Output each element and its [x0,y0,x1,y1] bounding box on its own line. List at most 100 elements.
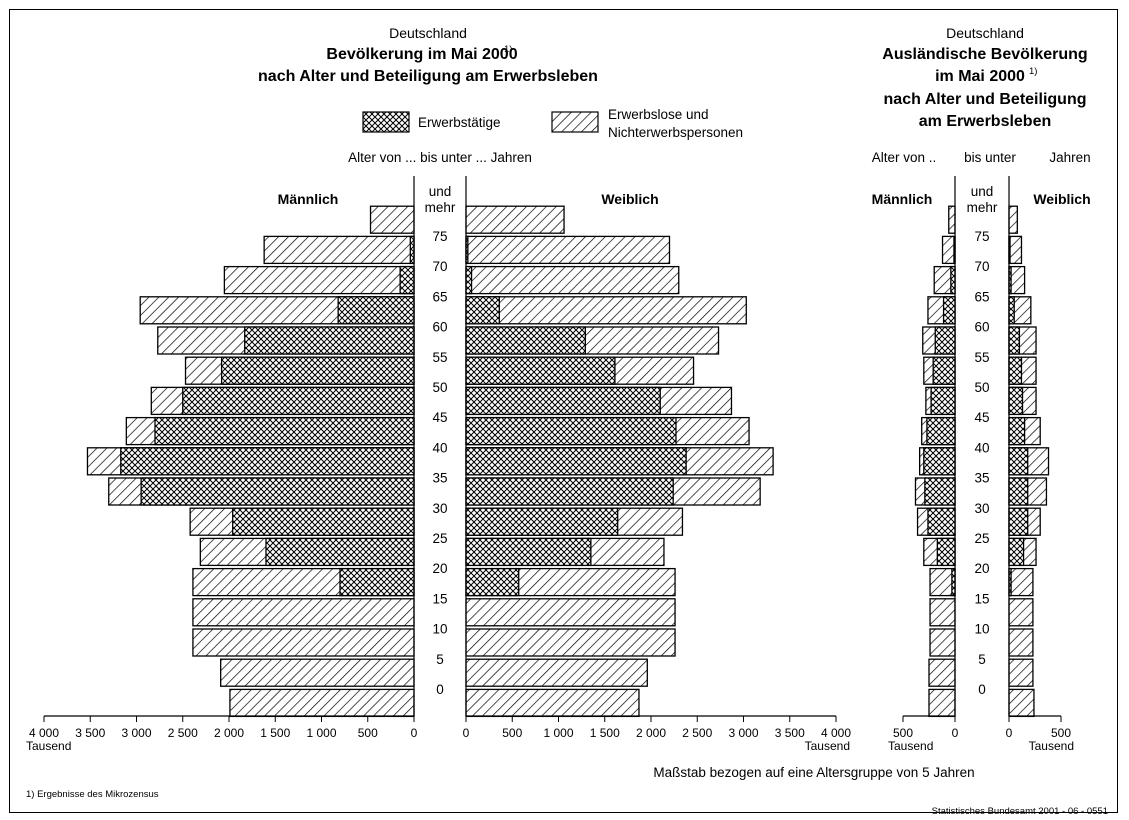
left-title-line1: Bevölkerung im Mai 2000 [326,46,517,63]
c1-age-label-15: 75 [974,229,989,244]
c0-male-employed-bar-7 [140,477,415,506]
right-female-label: Weiblich [1033,191,1090,207]
c0-male-employed-bar-10 [182,386,415,416]
right-age-caption-b: bis unter [964,150,1016,165]
c1-male-bar-2 [929,628,956,657]
c0-age-label-5: 25 [432,531,447,546]
c1-male-employed-bar-11 [932,356,956,385]
right-title-sup: 1) [1029,66,1037,77]
c1-female-bar-15 [1008,235,1023,265]
c0-age-label-7: 35 [432,471,447,486]
right-mehr: mehr [967,200,998,215]
c0-female-bar-13 [465,296,747,325]
c1-age-label-4: 20 [974,561,989,576]
c1-age-label-5: 25 [974,531,989,546]
c1-male-employed-bar-14 [950,265,956,295]
c1-male-employed-bar-7 [924,477,956,506]
c1-male-bar-0 [928,688,956,718]
source: Statistisches Bundesamt 2001 - 06 - 0551 [932,806,1108,817]
c1-male-tick-label-1: 0 [952,726,959,740]
c0-male-employed-bar-9 [154,416,415,446]
c0-male-bar-3 [192,598,415,627]
c0-age-label-13: 65 [432,289,447,304]
c1-male-unit-label: Tausend [888,739,933,753]
c0-age-label-0: 0 [436,682,444,697]
c1-female-employed-bar-10 [1008,386,1024,416]
c0-female-employed-bar-12 [465,326,586,355]
right-title-line3: nach Alter und Beteiligung [884,91,1087,108]
c1-age-label-1: 5 [978,652,986,667]
c0-age-label-1: 5 [436,652,444,667]
legend-other-label-2: Nichterwerbspersonen [608,125,743,140]
c0-age-label-6: 30 [432,501,447,516]
c0-female-employed-bar-9 [465,416,677,446]
c0-female-bar-1 [465,658,648,687]
c1-female-tick-label-1: 0 [1006,726,1013,740]
c0-female-tick-label-3: 2 500 [682,726,712,740]
c0-age-label-11: 55 [432,350,447,365]
c0-male-employed-bar-13 [337,296,415,325]
c1-age-label-14: 70 [974,259,989,274]
c1-age-label-8: 40 [974,440,989,455]
right-title-line1: Ausländische Bevölkerung [882,46,1087,63]
left-title-line2: nach Alter und Beteiligung am Erwerbsleb… [258,68,598,85]
right-age-caption-a: Alter von .. [872,150,937,165]
c1-female-tick-label-0: 500 [1051,726,1071,740]
c1-female-unit-label: Tausend [1029,739,1074,753]
c1-female-bar-0 [1008,688,1035,718]
scale-note: Maßstab bezogen auf eine Altersgruppe vo… [653,765,974,780]
c0-female-employed-bar-10 [465,386,661,416]
c0-female-tick-label-8: 0 [463,726,470,740]
c1-age-label-6: 30 [974,501,989,516]
c1-male-tick-label-0: 500 [893,726,913,740]
c0-female-bar-0 [465,688,640,718]
c0-female-tick-label-6: 1 000 [543,726,573,740]
c0-age-label-4: 20 [432,561,447,576]
c0-male-tick-label-8: 0 [411,726,418,740]
right-country: Deutschland [946,25,1024,41]
c0-male-tick-label-4: 2 000 [214,726,244,740]
c0-male-bar-1 [220,658,415,687]
c1-age-label-10: 50 [974,380,989,395]
right-title-line2: im Mai 2000 [935,68,1025,85]
c1-age-label-7: 35 [974,471,989,486]
c1-female-bar-2 [1008,628,1034,657]
c1-female-employed-bar-13 [1008,296,1015,325]
c0-age-label-10: 50 [432,380,447,395]
c1-male-bar-15 [941,235,956,265]
c0-female-bar-15 [465,235,671,265]
c1-male-bar-1 [928,658,956,687]
right-title-line4: am Erwerbsleben [919,113,1052,130]
c1-female-bar-4 [1008,567,1034,597]
c1-age-label-3: 15 [974,591,989,606]
c0-male-bar-16 [369,205,415,234]
c0-male-tick-label-5: 1 500 [260,726,290,740]
c0-female-employed-bar-11 [465,356,616,385]
c1-female-employed-bar-12 [1008,326,1021,355]
c1-age-label-13: 65 [974,289,989,304]
c1-age-label-11: 55 [974,350,989,365]
right-male-label: Männlich [872,191,933,207]
left-female-label: Weiblich [601,191,658,207]
c1-female-employed-bar-6 [1008,507,1029,536]
right-und: und [971,184,994,199]
c0-age-label-14: 70 [432,259,447,274]
legend-employed-label: Erwerbstätige [418,115,501,130]
legend-other-label-1: Erwerbslose und [608,107,709,122]
c0-female-tick-label-0: 4 000 [821,726,851,740]
c1-female-employed-bar-5 [1008,537,1025,567]
c0-female-employed-bar-14 [465,265,473,295]
c0-male-tick-label-2: 3 000 [121,726,151,740]
c1-female-employed-bar-8 [1008,447,1029,476]
c0-male-employed-bar-5 [265,537,415,567]
c1-male-employed-bar-6 [927,507,956,536]
c0-male-bar-0 [229,688,415,718]
c1-female-bar-1 [1008,658,1034,687]
c1-age-label-9: 45 [974,410,989,425]
c0-male-bar-2 [192,628,415,657]
c0-female-employed-bar-5 [465,537,592,567]
c0-female-employed-bar-4 [465,567,520,597]
c1-age-label-0: 0 [978,682,986,697]
c1-female-employed-bar-11 [1008,356,1023,385]
c1-female-bar-3 [1008,598,1034,627]
